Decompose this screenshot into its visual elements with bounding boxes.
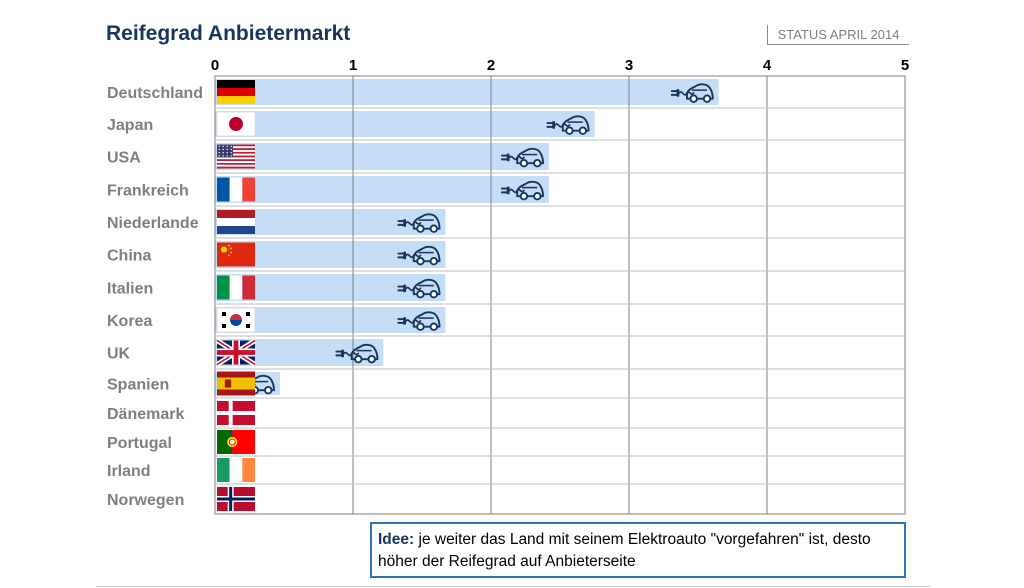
flag-denmark-icon <box>217 401 255 425</box>
category-label: Italien <box>107 281 153 298</box>
x-tick-label: 1 <box>349 57 357 74</box>
category-label: Korea <box>107 313 152 330</box>
category-label: Spanien <box>107 377 169 394</box>
category-label: Frankreich <box>107 183 189 200</box>
chart-title: Reifegrad Anbietermarkt <box>106 22 351 45</box>
note-label: Idee: <box>378 531 415 548</box>
bar-chart: 0 1 2 3 4 5 Deutschland Japan USA Frankreich Nied… <box>107 57 909 515</box>
category-label: Norwegen <box>107 492 184 509</box>
category-label: UK <box>107 346 131 363</box>
category-label: Irland <box>107 463 151 480</box>
flag-portugal-icon <box>217 430 255 454</box>
footer-divider <box>96 586 930 587</box>
flag-china-icon <box>217 242 255 267</box>
category-label: Japan <box>107 117 153 134</box>
status-label: STATUS APRIL 2014 <box>767 25 909 45</box>
flag-spain-icon <box>217 371 255 396</box>
flag-netherlands-icon <box>217 210 255 234</box>
bar-japan <box>215 111 595 137</box>
flag-japan-icon <box>216 111 256 137</box>
flag-italy-icon <box>217 275 255 300</box>
flag-korea-icon <box>216 307 256 333</box>
category-label: Portugal <box>107 435 172 452</box>
flag-germany-icon <box>217 80 255 104</box>
flag-france-icon <box>217 177 255 202</box>
flag-usa-icon <box>217 144 255 169</box>
x-tick-label: 2 <box>487 57 495 74</box>
category-label: Dänemark <box>107 406 184 423</box>
flag-ireland-icon <box>217 458 255 482</box>
x-tick-label: 5 <box>901 57 909 74</box>
bar-deutschland <box>215 79 719 105</box>
x-tick-label: 0 <box>211 57 219 74</box>
bar-usa <box>215 143 549 170</box>
category-label: Deutschland <box>107 85 203 102</box>
x-tick-label: 4 <box>763 57 772 74</box>
category-label: China <box>107 248 152 265</box>
bar-frankreich <box>215 176 549 203</box>
flag-uk-icon <box>215 338 257 367</box>
plot-border <box>214 75 906 515</box>
category-label: USA <box>107 150 141 167</box>
x-tick-label: 3 <box>625 57 633 74</box>
flag-norway-icon <box>217 487 255 511</box>
category-label: Niederlande <box>107 215 199 232</box>
idea-note: Idee: je weiter das Land mit seinem Elek… <box>370 522 906 578</box>
note-text: je weiter das Land mit seinem Elektroaut… <box>378 531 871 570</box>
